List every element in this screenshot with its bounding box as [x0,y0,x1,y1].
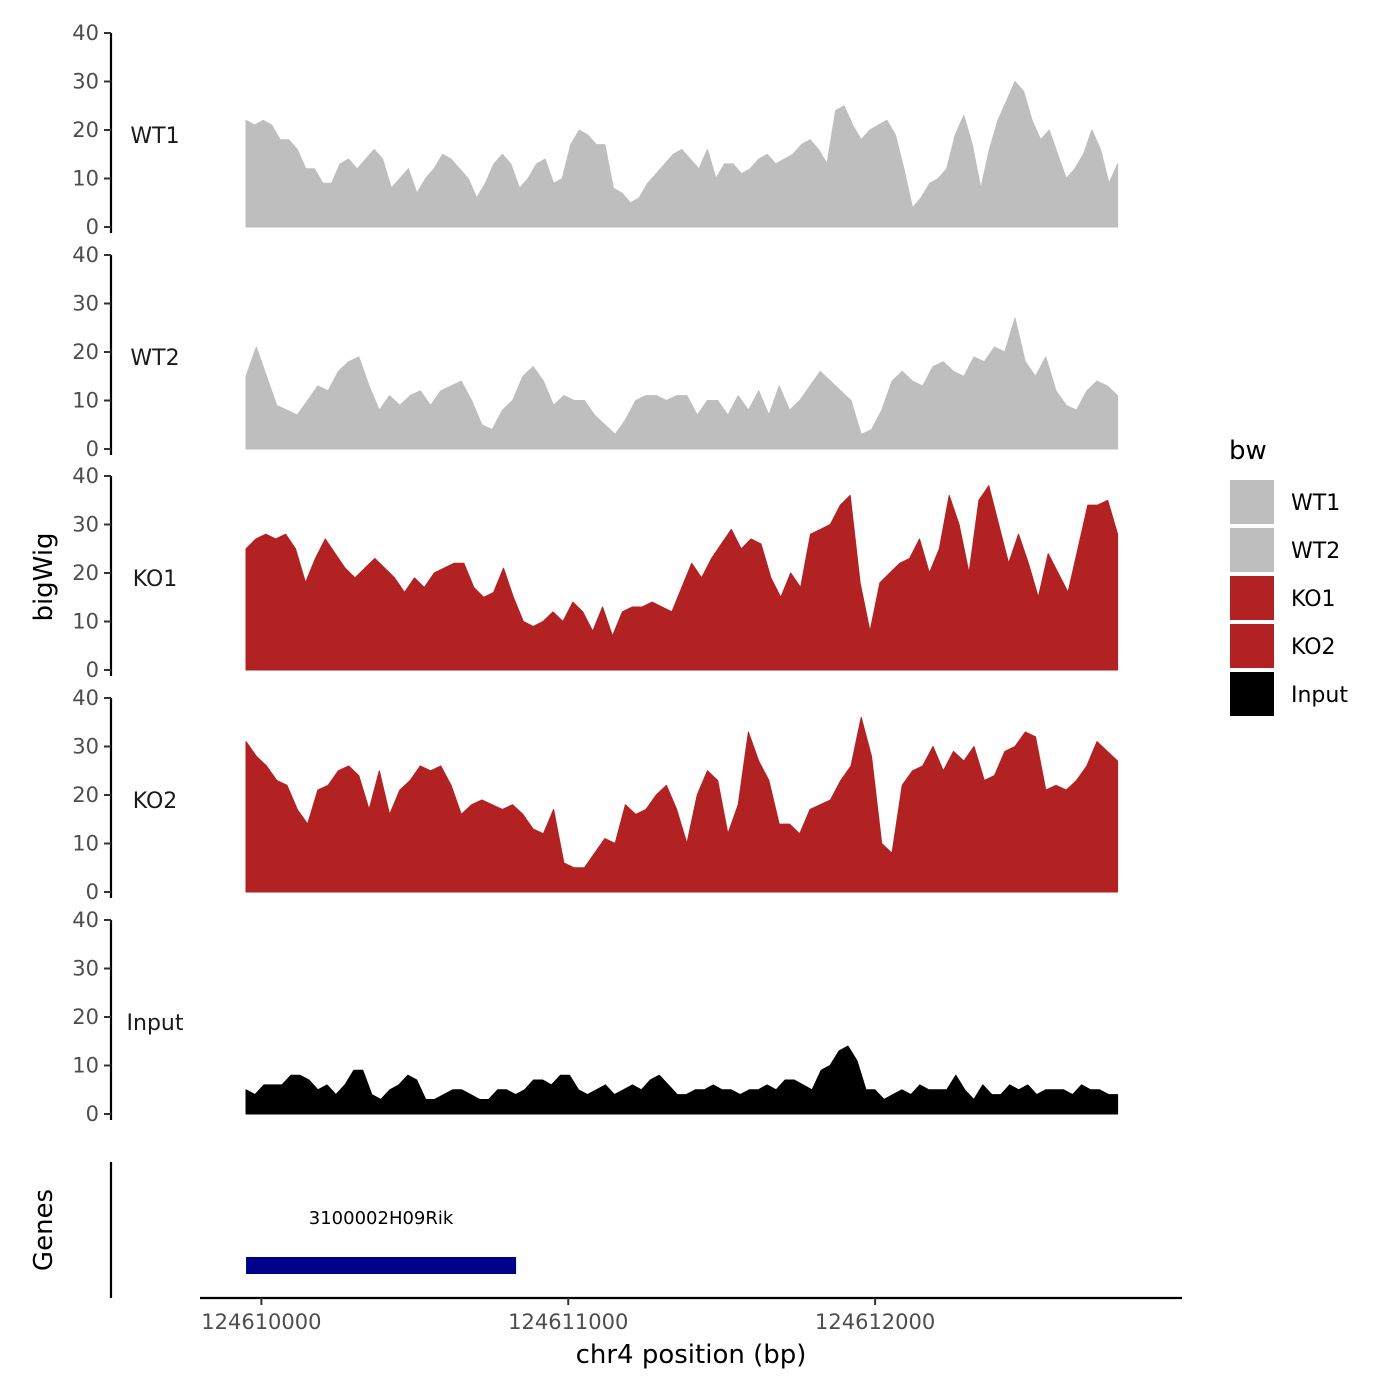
legend-swatch [1230,576,1274,620]
track-label: WT2 [130,346,179,371]
x-tick-label: 124612000 [815,1310,935,1334]
y-tick-label: 20 [72,1005,99,1029]
track-label: WT1 [130,124,179,149]
y-tick-label: 10 [72,389,99,413]
x-tick-label: 124611000 [508,1310,628,1334]
y-tick-label: 30 [72,292,99,316]
y-tick-label: 40 [72,908,99,932]
y-tick-label: 20 [72,783,99,807]
y-tick-label: 30 [72,735,99,759]
track-wt2: 0 10 20 30 40 WT2 [72,243,1119,461]
x-tick-label: 124610000 [201,1310,321,1334]
legend-item-input: Input [1230,672,1348,716]
legend-label: Input [1291,683,1348,708]
genes-axis-title: Genes [29,1189,59,1271]
y-tick-label: 40 [72,464,99,488]
track-ko2: 0 10 20 30 40 KO2 [72,686,1119,904]
y-tick-label: 10 [72,832,99,856]
y-tick-label: 0 [86,437,99,461]
track-panels: 0 10 20 30 40 WT1 0 10 20 30 40 WT2 0 10 20 30 40 KO1 0 10 2… [72,21,1119,1126]
legend-swatch [1230,672,1274,716]
legend-swatch [1230,480,1274,524]
x-axis: 124610000 124611000 124612000 [200,1296,1182,1334]
legend-swatch [1230,624,1274,668]
y-tick-label: 40 [72,243,99,267]
track-label: KO2 [133,789,178,814]
y-tick-label: 0 [86,1102,99,1126]
y-tick-label: 40 [72,686,99,710]
legend-item-ko1: KO1 [1230,576,1336,620]
y-tick-label: 0 [86,658,99,682]
y-tick-label: 0 [86,880,99,904]
y-tick-label: 30 [72,957,99,981]
legend-label: KO1 [1291,587,1336,612]
track-ko1: 0 10 20 30 40 KO1 [72,464,1119,682]
track-wt1: 0 10 20 30 40 WT1 [72,21,1119,239]
legend: bw WT1 WT2 KO1 KO2 Input [1229,436,1348,716]
y-tick-label: 20 [72,561,99,585]
track-label: Input [127,1011,184,1036]
area-wt2 [245,317,1119,450]
legend-item-wt1: WT1 [1230,480,1340,524]
area-ko2 [245,716,1119,893]
track-label: KO1 [133,567,178,592]
y-tick-label: 20 [72,118,99,142]
legend-item-ko2: KO2 [1230,624,1336,668]
legend-item-wt2: WT2 [1230,528,1340,572]
area-wt1 [245,81,1119,228]
legend-swatch [1230,528,1274,572]
y-tick-label: 10 [72,1054,99,1078]
y-tick-label: 30 [72,513,99,537]
legend-label: KO2 [1291,635,1336,660]
y-tick-label: 40 [72,21,99,45]
legend-title: bw [1229,436,1267,466]
gene-label: 3100002H09Rik [309,1208,454,1229]
gene-body [246,1257,517,1274]
y-tick-label: 0 [86,215,99,239]
y-tick-label: 30 [72,70,99,94]
x-axis-title: chr4 position (bp) [576,1340,807,1370]
legend-label: WT1 [1291,491,1340,516]
area-input [245,1045,1119,1115]
legend-label: WT2 [1291,539,1340,564]
y-tick-label: 20 [72,340,99,364]
y-tick-label: 10 [72,610,99,634]
y-axis-title: bigWig [29,532,59,621]
genes-track: Genes 3100002H09Rik [29,1162,520,1298]
y-tick-label: 10 [72,167,99,191]
area-ko1 [245,485,1119,671]
track-input: 0 10 20 30 40 Input [72,908,1119,1126]
